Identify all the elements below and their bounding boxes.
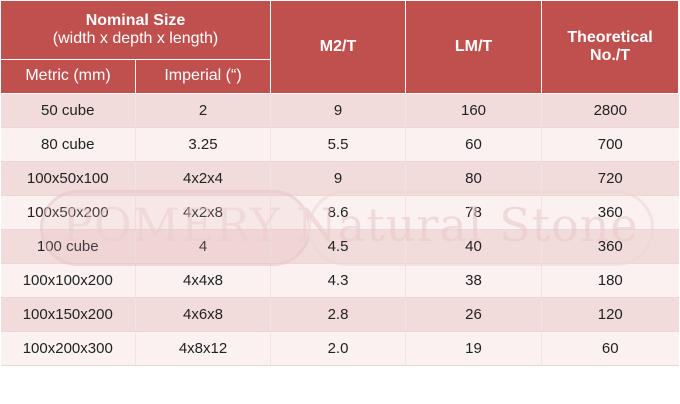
cell-imperial: 4x4x8 — [135, 263, 272, 298]
cell-m2t: 4.5 — [270, 229, 407, 264]
cell-m2t: 4.3 — [270, 263, 407, 298]
cell-metric: 80 cube — [0, 127, 136, 162]
cell-metric: 100x50x100 — [0, 161, 136, 196]
table-row: 50 cube 2 9 160 2800 — [0, 93, 679, 128]
cell-lmt: 78 — [405, 195, 543, 230]
table-row: 100x50x200 4x2x8 8.6 78 360 — [0, 195, 679, 230]
cell-imperial: 4x6x8 — [135, 297, 272, 332]
cell-lmt: 19 — [405, 331, 543, 366]
table-row: 100x200x300 4x8x12 2.0 19 60 — [0, 331, 679, 366]
cell-metric: 100x100x200 — [0, 263, 136, 298]
cell-imperial: 4 — [135, 229, 272, 264]
cell-lmt: 60 — [405, 127, 543, 162]
table-body: 50 cube 2 9 160 2800 80 cube 3.25 5.5 60 700 100x5… — [0, 93, 679, 366]
cell-imperial: 4x2x4 — [135, 161, 272, 196]
cell-theo: 720 — [541, 161, 679, 196]
table-row: 100x50x100 4x2x4 9 80 720 — [0, 161, 679, 196]
cell-metric: 50 cube — [0, 93, 136, 128]
imperial-header: Imperial (“) — [134, 59, 272, 94]
theoretical-header: Theoretical No./T — [541, 0, 680, 94]
metric-header: Metric (mm) — [0, 59, 136, 94]
cell-m2t: 9 — [270, 93, 407, 128]
cell-lmt: 38 — [405, 263, 543, 298]
table-row: 100x100x200 4x4x8 4.3 38 180 — [0, 263, 679, 298]
cell-imperial: 3.25 — [135, 127, 272, 162]
cell-lmt: 40 — [405, 229, 543, 264]
table-footer-spacer — [0, 366, 680, 399]
cell-imperial: 4x8x12 — [135, 331, 272, 366]
cell-lmt: 26 — [405, 297, 543, 332]
nominal-size-title: Nominal Size — [85, 11, 186, 29]
cell-metric: 100x50x200 — [0, 195, 136, 230]
cell-imperial: 4x2x8 — [135, 195, 272, 230]
cell-m2t: 5.5 — [270, 127, 407, 162]
cell-metric: 100 cube — [0, 229, 136, 264]
cell-m2t: 2.0 — [270, 331, 407, 366]
cell-theo: 700 — [541, 127, 679, 162]
lmt-header: LM/T — [405, 0, 543, 94]
cell-m2t: 8.6 — [270, 195, 407, 230]
cell-m2t: 2.8 — [270, 297, 407, 332]
specification-table: Nominal Size (width x depth x length) M2… — [0, 0, 680, 366]
cell-theo: 360 — [541, 195, 679, 230]
cell-metric: 100x200x300 — [0, 331, 136, 366]
cell-m2t: 9 — [270, 161, 407, 196]
cell-theo: 180 — [541, 263, 679, 298]
nominal-size-header: Nominal Size (width x depth x length) — [0, 0, 272, 60]
cell-theo: 60 — [541, 331, 679, 366]
cell-lmt: 160 — [405, 93, 543, 128]
cell-theo: 120 — [541, 297, 679, 332]
cell-metric: 100x150x200 — [0, 297, 136, 332]
table-row: 80 cube 3.25 5.5 60 700 — [0, 127, 679, 162]
nominal-size-subtitle: (width x depth x length) — [52, 30, 219, 47]
table-header: Nominal Size (width x depth x length) M2… — [0, 0, 680, 94]
cell-imperial: 2 — [135, 93, 272, 128]
cell-theo: 2800 — [541, 93, 679, 128]
table-row: 100 cube 4 4.5 40 360 — [0, 229, 679, 264]
cell-lmt: 80 — [405, 161, 543, 196]
table-row: 100x150x200 4x6x8 2.8 26 120 — [0, 297, 679, 332]
m2t-header: M2/T — [270, 0, 407, 94]
cell-theo: 360 — [541, 229, 679, 264]
